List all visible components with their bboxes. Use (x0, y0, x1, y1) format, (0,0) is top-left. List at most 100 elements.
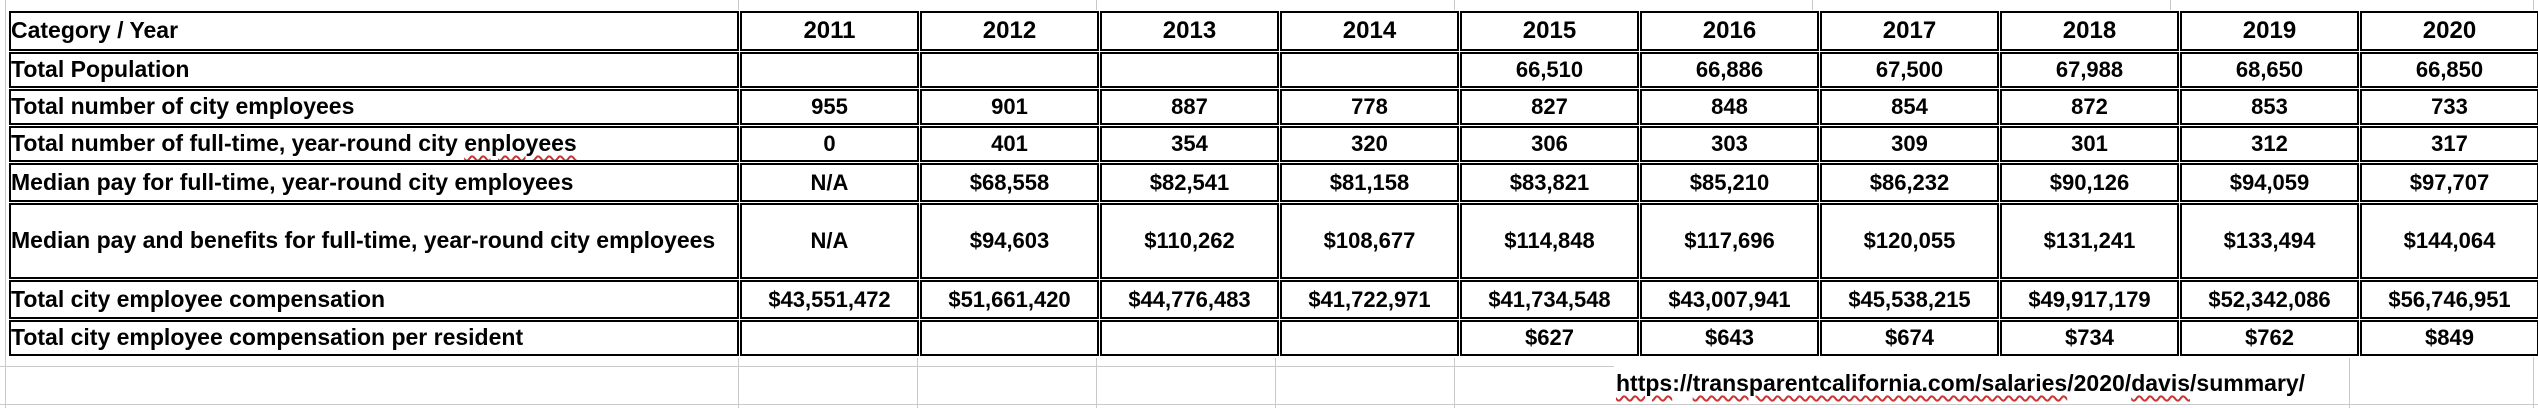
value-cell[interactable]: 854 (1820, 89, 1999, 125)
value-cell[interactable]: $51,661,420 (920, 280, 1099, 319)
value-cell[interactable]: $43,551,472 (740, 280, 919, 319)
header-category-cell[interactable]: Category / Year (9, 11, 739, 51)
source-url[interactable]: https://transparentcalifornia.com/salari… (1616, 370, 2305, 397)
header-year-cell[interactable]: 2017 (1820, 11, 1999, 51)
value-cell[interactable]: $86,232 (1820, 163, 1999, 202)
value-cell[interactable]: $94,059 (2180, 163, 2359, 202)
value-cell[interactable]: 66,886 (1640, 52, 1819, 88)
header-year-cell[interactable]: 2018 (2000, 11, 2179, 51)
row-label-cell[interactable]: Median pay for full-time, year-round cit… (9, 163, 739, 202)
empty-shaded-cell[interactable] (920, 52, 1099, 88)
value-cell[interactable]: 955 (740, 89, 919, 125)
value-cell[interactable]: 778 (1280, 89, 1459, 125)
empty-shaded-cell[interactable] (1280, 52, 1459, 88)
value-cell[interactable]: 309 (1820, 126, 1999, 162)
value-cell[interactable]: $94,603 (920, 203, 1099, 279)
value-cell[interactable]: 317 (2360, 126, 2538, 162)
value-cell[interactable]: $56,746,951 (2360, 280, 2538, 319)
value-cell[interactable]: 733 (2360, 89, 2538, 125)
value-cell[interactable]: $114,848 (1460, 203, 1639, 279)
value-cell[interactable]: $643 (1640, 320, 1819, 356)
table-body: Total Population 66,510 66,886 67,500 67,988… (9, 52, 2538, 356)
value-cell[interactable]: $82,541 (1100, 163, 1279, 202)
value-cell[interactable]: 303 (1640, 126, 1819, 162)
table-row: Total city employee compensation per res… (9, 320, 2538, 356)
row-label-cell[interactable]: Median pay and benefits for full-time, y… (9, 203, 739, 279)
url-segment: https (1616, 370, 1673, 396)
value-cell[interactable]: $849 (2360, 320, 2538, 356)
value-cell[interactable]: 67,988 (2000, 52, 2179, 88)
header-year-cell[interactable]: 2012 (920, 11, 1099, 51)
value-cell[interactable]: 827 (1460, 89, 1639, 125)
value-cell[interactable]: 312 (2180, 126, 2359, 162)
value-cell[interactable]: 354 (1100, 126, 1279, 162)
row-label-cell[interactable]: Total city employee compensation (9, 280, 739, 319)
value-cell[interactable]: N/A (740, 203, 919, 279)
value-cell[interactable]: $44,776,483 (1100, 280, 1279, 319)
value-cell[interactable]: 301 (2000, 126, 2179, 162)
value-cell[interactable]: $45,538,215 (1820, 280, 1999, 319)
value-cell[interactable]: $117,696 (1640, 203, 1819, 279)
value-cell[interactable]: $108,677 (1280, 203, 1459, 279)
value-cell[interactable]: $627 (1460, 320, 1639, 356)
value-cell[interactable]: $41,722,971 (1280, 280, 1459, 319)
value-cell[interactable]: $144,064 (2360, 203, 2538, 279)
empty-shaded-cell[interactable] (1100, 52, 1279, 88)
header-year-cell[interactable]: 2014 (1280, 11, 1459, 51)
value-cell[interactable]: 66,850 (2360, 52, 2538, 88)
value-cell[interactable]: 853 (2180, 89, 2359, 125)
value-cell[interactable]: 872 (2000, 89, 2179, 125)
url-segment: /summary/ (2190, 370, 2306, 396)
url-segment: transparentcalifornia.com/salaries (1692, 370, 2068, 396)
empty-shaded-cell[interactable] (1280, 320, 1459, 356)
header-year-cell[interactable]: 2020 (2360, 11, 2538, 51)
value-cell[interactable]: $120,055 (1820, 203, 1999, 279)
value-cell[interactable]: $52,342,086 (2180, 280, 2359, 319)
empty-shaded-cell[interactable] (920, 320, 1099, 356)
value-cell[interactable]: 848 (1640, 89, 1819, 125)
url-segment: /2020/ (2067, 370, 2132, 396)
value-cell[interactable]: $674 (1820, 320, 1999, 356)
value-cell[interactable]: 67,500 (1820, 52, 1999, 88)
value-cell[interactable]: 68,650 (2180, 52, 2359, 88)
value-cell[interactable]: 306 (1460, 126, 1639, 162)
value-cell[interactable]: $83,821 (1460, 163, 1639, 202)
value-cell[interactable]: $734 (2000, 320, 2179, 356)
empty-shaded-cell[interactable] (740, 52, 919, 88)
value-cell[interactable]: $43,007,941 (1640, 280, 1819, 319)
header-year-cell[interactable]: 2019 (2180, 11, 2359, 51)
row-label-cell[interactable]: Total Population (9, 52, 739, 88)
header-year-cell[interactable]: 2013 (1100, 11, 1279, 51)
value-cell[interactable]: $49,917,179 (2000, 280, 2179, 319)
value-cell[interactable]: $90,126 (2000, 163, 2179, 202)
value-cell[interactable]: 66,510 (1460, 52, 1639, 88)
value-cell[interactable]: N/A (740, 163, 919, 202)
header-row: Category / Year 2011 2012 2013 2014 2015 2016… (9, 11, 2538, 51)
value-cell[interactable]: 887 (1100, 89, 1279, 125)
url-segment: :// (1672, 370, 1693, 396)
city-compensation-table: Category / Year 2011 2012 2013 2014 2015 2016… (8, 10, 2538, 357)
value-cell[interactable]: $68,558 (920, 163, 1099, 202)
value-cell[interactable]: $762 (2180, 320, 2359, 356)
header-year-cell[interactable]: 2016 (1640, 11, 1819, 51)
value-cell[interactable]: $97,707 (2360, 163, 2538, 202)
value-cell[interactable]: 0 (740, 126, 919, 162)
value-cell[interactable]: 901 (920, 89, 1099, 125)
header-year-cell[interactable]: 2015 (1460, 11, 1639, 51)
gridline (738, 0, 739, 11)
header-year-cell[interactable]: 2011 (740, 11, 919, 51)
value-cell[interactable]: $133,494 (2180, 203, 2359, 279)
value-cell[interactable]: 320 (1280, 126, 1459, 162)
value-cell[interactable]: $131,241 (2000, 203, 2179, 279)
value-cell[interactable]: $81,158 (1280, 163, 1459, 202)
empty-shaded-cell[interactable] (1100, 320, 1279, 356)
value-cell[interactable]: $110,262 (1100, 203, 1279, 279)
value-cell[interactable]: $41,734,548 (1460, 280, 1639, 319)
row-label-cell[interactable]: Total number of city employees (9, 89, 739, 125)
value-cell[interactable]: $85,210 (1640, 163, 1819, 202)
value-cell[interactable]: 401 (920, 126, 1099, 162)
row-label-cell[interactable]: Total number of full-time, year-round ci… (9, 126, 739, 162)
empty-shaded-cell[interactable] (740, 320, 919, 356)
row-label-cell[interactable]: Total city employee compensation per res… (9, 320, 739, 356)
